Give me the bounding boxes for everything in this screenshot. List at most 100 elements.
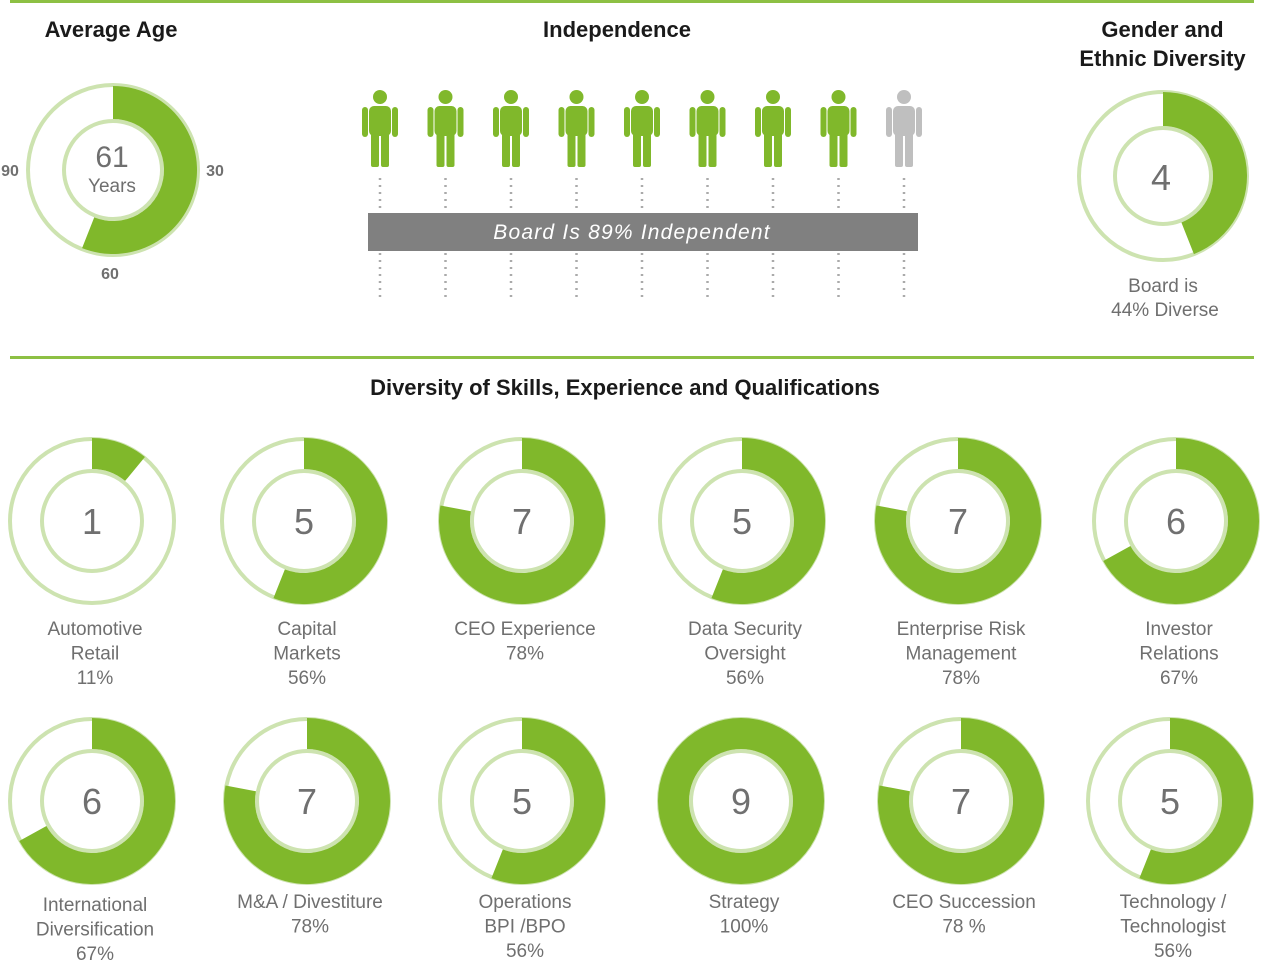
person-torso xyxy=(827,106,850,136)
person-icon xyxy=(427,90,464,300)
person-right-leg xyxy=(512,132,520,167)
person-head xyxy=(635,90,649,104)
independence-title: Independence xyxy=(543,17,691,42)
skill-item: 1 Automotive Retail 11% xyxy=(8,437,176,689)
person-right-arm xyxy=(719,107,726,137)
person-icon xyxy=(624,90,660,300)
skill-label: BPI /BPO xyxy=(484,917,565,938)
person-torso xyxy=(500,106,522,136)
person-left-leg xyxy=(698,132,707,167)
independence-banner-text: Board Is 89% Independent xyxy=(493,221,771,244)
skill-label: Data Security xyxy=(688,619,803,640)
skill-percent: 78% xyxy=(291,917,329,938)
average-age-title: Average Age xyxy=(44,17,178,42)
person-icon xyxy=(362,90,398,300)
skill-arc xyxy=(1103,438,1260,604)
average-age-unit: Years xyxy=(88,176,136,197)
skill-count: 5 xyxy=(512,781,532,822)
skill-percent: 67% xyxy=(1160,668,1198,689)
gender-diversity-arc xyxy=(1163,92,1247,255)
skill-item: 5 Data Security Oversight 56% xyxy=(658,437,826,689)
skill-arc xyxy=(875,438,1042,604)
skill-arc xyxy=(19,717,176,885)
person-head xyxy=(504,90,518,104)
skill-inner-ring xyxy=(690,469,794,573)
person-left-arm xyxy=(493,107,499,137)
person-left-arm xyxy=(689,107,696,137)
skill-label: Operations xyxy=(479,892,572,913)
skill-label: Management xyxy=(906,644,1018,665)
skill-percent: 78% xyxy=(942,668,980,689)
skill-percent: 67% xyxy=(76,944,114,965)
person-right-leg xyxy=(577,132,586,167)
skill-item: 5 Capital Markets 56% xyxy=(220,437,388,689)
skill-arc xyxy=(92,438,145,481)
person-left-leg xyxy=(436,132,445,167)
gender-diversity-count: 4 xyxy=(1151,157,1171,198)
person-head xyxy=(831,90,846,104)
skill-inner-ring xyxy=(689,749,793,853)
skill-arc xyxy=(273,438,388,604)
person-head xyxy=(569,90,584,104)
person-right-leg xyxy=(446,132,455,167)
skill-label: Technology / xyxy=(1120,892,1227,913)
skill-percent: 78 % xyxy=(942,917,985,938)
person-left-arm xyxy=(886,107,892,137)
independence-banner xyxy=(368,213,918,251)
gender-diversity-title-line1: Gender and xyxy=(1101,17,1224,42)
skill-arc xyxy=(878,718,1045,884)
person-left-arm xyxy=(427,107,434,137)
skill-count: 5 xyxy=(732,501,752,542)
person-left-arm xyxy=(624,107,630,137)
gender-diversity-inner-ring xyxy=(1113,126,1213,226)
person-right-arm xyxy=(523,107,529,137)
person-head xyxy=(438,90,453,104)
skill-label: M&A / Divestiture xyxy=(237,892,383,913)
gender-diversity-donut xyxy=(1077,90,1249,262)
person-left-leg xyxy=(895,132,903,167)
gender-diversity-caption-line1: Board is xyxy=(1128,276,1198,297)
skill-item: 6 International Diversification 67% xyxy=(8,717,176,965)
skill-inner-ring xyxy=(470,749,574,853)
skill-label: Oversight xyxy=(704,644,786,665)
age-scale-60: 60 xyxy=(101,266,119,283)
skill-arc xyxy=(224,718,391,884)
skill-label: Investor xyxy=(1145,619,1213,640)
skill-item: 7 M&A / Divestiture 78% xyxy=(223,717,391,938)
person-left-leg xyxy=(829,132,838,167)
skill-inner-ring xyxy=(252,469,356,573)
skill-percent: 56% xyxy=(506,941,544,962)
skill-count: 1 xyxy=(82,501,102,542)
person-icon xyxy=(493,90,529,300)
person-right-arm xyxy=(850,107,857,137)
person-right-leg xyxy=(643,132,651,167)
skill-label: Markets xyxy=(273,644,341,665)
skill-label: CEO Experience xyxy=(454,619,596,640)
skill-count: 7 xyxy=(948,501,968,542)
person-icon xyxy=(820,90,857,300)
person-right-arm xyxy=(457,107,464,137)
person-right-arm xyxy=(916,107,922,137)
skill-label: CEO Succession xyxy=(892,892,1036,913)
person-left-arm xyxy=(558,107,565,137)
skill-label: Capital xyxy=(277,619,336,640)
skill-item: 6 Investor Relations 67% xyxy=(1092,437,1260,689)
person-right-leg xyxy=(839,132,848,167)
middle-divider xyxy=(10,356,1254,359)
skill-inner-ring xyxy=(1124,469,1228,573)
person-torso xyxy=(631,106,653,136)
person-left-arm xyxy=(755,107,761,137)
person-head xyxy=(700,90,715,104)
skill-arc xyxy=(711,438,826,604)
person-left-leg xyxy=(633,132,641,167)
independence-people-row xyxy=(362,90,922,300)
person-left-arm xyxy=(820,107,827,137)
person-left-leg xyxy=(371,132,379,167)
average-age-inner-ring xyxy=(62,119,164,221)
skill-count: 6 xyxy=(1166,501,1186,542)
person-icon xyxy=(886,90,922,300)
age-scale-90: 90 xyxy=(1,163,19,180)
skill-percent: 11% xyxy=(77,668,114,689)
skill-inner-ring xyxy=(906,469,1010,573)
